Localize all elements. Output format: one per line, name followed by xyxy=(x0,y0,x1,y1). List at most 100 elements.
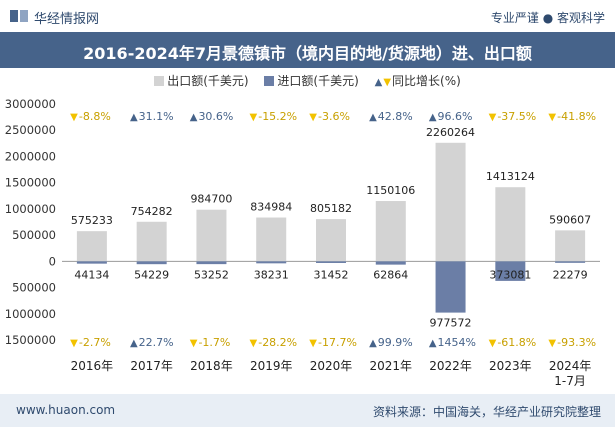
export-value-label: 805182 xyxy=(310,202,352,215)
import-bar xyxy=(76,261,107,264)
import-growth-up-icon: ▲ xyxy=(369,338,377,349)
title-bar: 2016-2024年7月景德镇市（境内目的地/货源地）进、出口额 xyxy=(0,32,615,68)
import-growth-down-icon: ▼ xyxy=(548,338,556,349)
export-growth-down-icon: ▼ xyxy=(489,112,497,123)
import-growth-down-icon: ▼ xyxy=(309,338,317,349)
x-tick-label: 2019年 xyxy=(250,359,293,373)
export-growth-label: -37.5% xyxy=(497,110,536,123)
import-value-label: 977572 xyxy=(430,317,472,330)
export-value-label: 1413124 xyxy=(486,170,535,183)
legend-growth-label: 同比增长(%) xyxy=(392,74,461,88)
export-bar xyxy=(316,219,346,262)
legend-export-label: 出口额(千美元) xyxy=(167,74,249,88)
import-growth-label: -28.2% xyxy=(258,336,297,349)
export-bar xyxy=(375,201,406,262)
x-tick-label: 2023年 xyxy=(489,359,532,373)
legend-export: 出口额(千美元) xyxy=(154,74,249,88)
y-tick-label: 500000 xyxy=(12,228,56,242)
import-value-label: 44134 xyxy=(74,268,109,281)
export-growth-down-icon: ▼ xyxy=(70,112,78,123)
export-growth-label: -8.8% xyxy=(79,110,111,123)
import-bar xyxy=(375,261,406,265)
chart-legend: 出口额(千美元) 进口额(千美元) ▲▼同比增长(%) xyxy=(0,72,615,89)
export-growth-label: -41.8% xyxy=(557,110,596,123)
legend-import: 进口额(千美元) xyxy=(264,74,359,88)
y-tick-label: 0 xyxy=(49,254,56,268)
import-growth-up-icon: ▲ xyxy=(429,338,437,349)
import-growth-up-icon: ▲ xyxy=(130,338,138,349)
x-tick-label: 2022年 xyxy=(429,359,472,373)
import-growth-label: 22.7% xyxy=(139,336,174,349)
import-value-label: 54229 xyxy=(134,268,169,281)
export-growth-up-icon: ▲ xyxy=(190,112,198,123)
export-value-label: 590607 xyxy=(549,213,591,226)
export-growth-up-icon: ▲ xyxy=(130,112,138,123)
export-bar xyxy=(76,231,107,262)
legend-up-triangle-icon: ▲ xyxy=(374,77,383,88)
legend-import-label: 进口额(千美元) xyxy=(277,74,359,88)
import-growth-label: 1454% xyxy=(438,336,476,349)
import-growth-label: -1.7% xyxy=(198,336,230,349)
y-tick-label: 500000 xyxy=(12,281,56,295)
export-growth-up-icon: ▲ xyxy=(369,112,377,123)
export-bar xyxy=(435,142,466,262)
import-value-label: 373081 xyxy=(489,268,531,281)
export-value-label: 754282 xyxy=(131,205,173,218)
export-growth-label: 42.8% xyxy=(378,110,413,123)
export-value-label: 984700 xyxy=(190,193,232,206)
footer: www.huaon.com 资料来源：中国海关，华经产业研究院整理 xyxy=(0,394,615,427)
import-bar xyxy=(136,261,167,265)
import-bar xyxy=(495,261,526,281)
import-value-label: 31452 xyxy=(314,268,349,281)
export-value-label: 1150106 xyxy=(366,184,415,197)
legend-export-swatch xyxy=(154,76,165,86)
import-value-label: 53252 xyxy=(194,268,229,281)
x-tick-label: 2018年 xyxy=(190,359,233,373)
export-growth-down-icon: ▼ xyxy=(309,112,317,123)
chart-title: 2016-2024年7月景德镇市（境内目的地/货源地）进、出口额 xyxy=(83,44,532,63)
export-growth-label: 30.6% xyxy=(198,110,233,123)
import-growth-label: -93.3% xyxy=(557,336,596,349)
import-growth-label: -17.7% xyxy=(318,336,357,349)
legend-growth: ▲▼同比增长(%) xyxy=(375,74,461,88)
export-growth-label: -3.6% xyxy=(318,110,350,123)
export-growth-up-icon: ▲ xyxy=(429,112,437,123)
chart-area: 3000000 2500000 2000000 1500000 1000000 50000… xyxy=(5,97,600,388)
export-growth-label: -15.2% xyxy=(258,110,297,123)
x-tick-label: 2021年 xyxy=(370,359,413,373)
legend-import-swatch xyxy=(264,76,275,86)
export-value-label: 575233 xyxy=(71,214,113,227)
import-growth-label: -2.7% xyxy=(79,336,111,349)
huajing-logo-icon xyxy=(10,10,28,22)
export-growth-label: 31.1% xyxy=(139,110,174,123)
y-tick-label: 3000000 xyxy=(5,97,56,111)
y-tick-label: 1500000 xyxy=(5,176,56,190)
export-growth-down-icon: ▼ xyxy=(548,112,556,123)
export-bar xyxy=(136,221,167,262)
export-bar xyxy=(256,217,287,262)
top-bar: 华经情报网 专业严谨 ● 客观科学 xyxy=(0,0,615,32)
y-tick-label: 1000000 xyxy=(5,202,56,216)
x-tick-label: 2017年 xyxy=(130,359,173,373)
import-value-label: 62864 xyxy=(373,268,408,281)
y-tick-label: 2000000 xyxy=(5,149,56,163)
export-value-label: 2260264 xyxy=(426,126,475,139)
legend-down-triangle-icon: ▼ xyxy=(383,77,392,88)
import-growth-label: -61.8% xyxy=(497,336,536,349)
import-growth-down-icon: ▼ xyxy=(489,338,497,349)
x-tick-label: 2016年 xyxy=(71,359,114,373)
import-growth-down-icon: ▼ xyxy=(70,338,78,349)
export-growth-down-icon: ▼ xyxy=(250,112,258,123)
y-tick-label: 1000000 xyxy=(5,307,56,321)
import-bar xyxy=(316,261,346,263)
y-tick-label: 2500000 xyxy=(5,123,56,137)
import-growth-down-icon: ▼ xyxy=(250,338,258,349)
brand-name: 华经情报网 xyxy=(34,12,100,27)
y-tick-label: 1500000 xyxy=(5,333,56,347)
import-growth-down-icon: ▼ xyxy=(190,338,198,349)
site-url: www.huaon.com xyxy=(16,403,116,417)
import-bar xyxy=(435,261,466,313)
x-tick-label: 2024年 xyxy=(549,359,592,373)
slogan: 专业严谨 ● 客观科学 xyxy=(490,11,605,25)
export-growth-label: 96.6% xyxy=(438,110,473,123)
